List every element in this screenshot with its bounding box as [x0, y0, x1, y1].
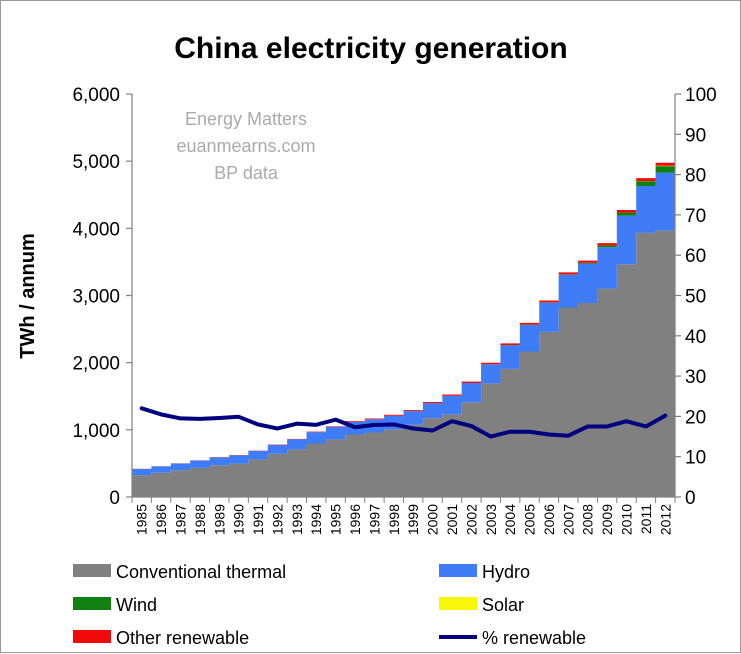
y-left-tick-label: 5,000 [72, 152, 120, 173]
x-tick-label: 2002 [463, 504, 479, 535]
y-right-tick-label: 70 [685, 206, 706, 227]
y-left-tick-label: 2,000 [72, 354, 120, 375]
y-right-tick-label: 60 [685, 246, 706, 267]
legend-label-solar: Solar [482, 595, 524, 615]
x-tick-label: 2003 [483, 504, 499, 535]
renewable-line-layer [139, 406, 668, 439]
x-tick-label: 2005 [522, 504, 538, 535]
note-energy-matters: Energy Matters [185, 109, 307, 129]
y-right-tick-label: 80 [685, 166, 706, 187]
x-tick-label: 1987 [172, 504, 188, 535]
x-tick-label: 1993 [289, 504, 305, 535]
y-right-tick-label: 50 [685, 287, 706, 308]
x-tick-label: 1998 [386, 504, 402, 535]
legend-swatch-solar [439, 597, 477, 610]
x-tick-label: 2008 [580, 504, 596, 535]
y-right-tick-label: 90 [685, 125, 706, 146]
y-left-tick-label: 4,000 [72, 219, 120, 240]
y-right-tick-label: 40 [685, 327, 706, 348]
chart-title: China electricity generation [174, 32, 567, 65]
line-pct-renewable [139, 406, 668, 439]
legend-swatch-other-renewable [73, 630, 111, 643]
x-tick-labels: 1985 1986 1987 1988 1989 1990 1991 1992 1993 1994… [134, 504, 674, 535]
y-right-tick-label: 30 [685, 367, 706, 388]
x-tick-label: 2004 [502, 504, 518, 535]
x-tick-label: 2012 [657, 504, 673, 535]
y-left-tick-label: 6,000 [72, 85, 120, 106]
y-right-tick-label: 20 [685, 407, 706, 428]
legend-swatch-wind [73, 597, 111, 610]
y-right-tick-label: 0 [685, 488, 696, 509]
x-tick-label: 2010 [619, 504, 635, 535]
legend-label-hydro: Hydro [482, 562, 530, 582]
legend-swatch-hydro [439, 564, 477, 577]
note-website: euanmearns.com [176, 136, 315, 156]
x-tick-label: 1990 [231, 504, 247, 535]
y-left-tick-label: 1,000 [72, 421, 120, 442]
x-tick-label: 1999 [405, 504, 421, 535]
x-tick-label: 1996 [347, 504, 363, 535]
x-tick-label: 1985 [134, 504, 150, 535]
y-axis-label: TWh / annum [17, 233, 39, 359]
legend-label-wind: Wind [116, 595, 157, 615]
y-left-tick-label: 0 [109, 488, 120, 509]
x-tick-label: 2011 [638, 504, 654, 534]
x-tick-label: 1989 [211, 504, 227, 535]
x-tick-label: 1991 [250, 504, 266, 535]
note-bp-data: BP data [214, 163, 279, 183]
legend: Conventional thermal Hydro Wind Solar Other … [73, 562, 586, 648]
x-tick-label: 1992 [269, 504, 285, 535]
legend-swatch-conventional-thermal [73, 564, 111, 577]
y-right-tick-label: 10 [685, 448, 706, 469]
legend-label-pct-renewable: % renewable [482, 628, 586, 648]
x-tick-label: 2001 [444, 504, 460, 535]
legend-label-conventional-thermal: Conventional thermal [116, 562, 286, 582]
stacked-areas [132, 162, 675, 497]
area-hydro [132, 172, 675, 476]
x-tick-label: 1997 [366, 504, 382, 535]
axes: 0 1,000 2,000 3,000 4,000 5,000 6,000 0 10 20 30 40… [72, 85, 716, 509]
area-conventional-thermal [132, 230, 675, 497]
source-notes: Energy Matters euanmearns.com BP data [176, 109, 315, 183]
x-tick-label: 2009 [599, 504, 615, 535]
x-tick-label: 2007 [560, 504, 576, 535]
x-tick-label: 1994 [308, 504, 324, 535]
legend-label-other-renewable: Other renewable [116, 628, 249, 648]
x-tick-label: 1995 [328, 504, 344, 535]
y-left-tick-label: 3,000 [72, 287, 120, 308]
x-tick-label: 1988 [192, 504, 208, 535]
x-tick-label: 1986 [153, 504, 169, 535]
x-tick-label: 2000 [425, 504, 441, 535]
x-tick-label: 2006 [541, 504, 557, 535]
y-right-tick-label: 100 [685, 85, 717, 106]
